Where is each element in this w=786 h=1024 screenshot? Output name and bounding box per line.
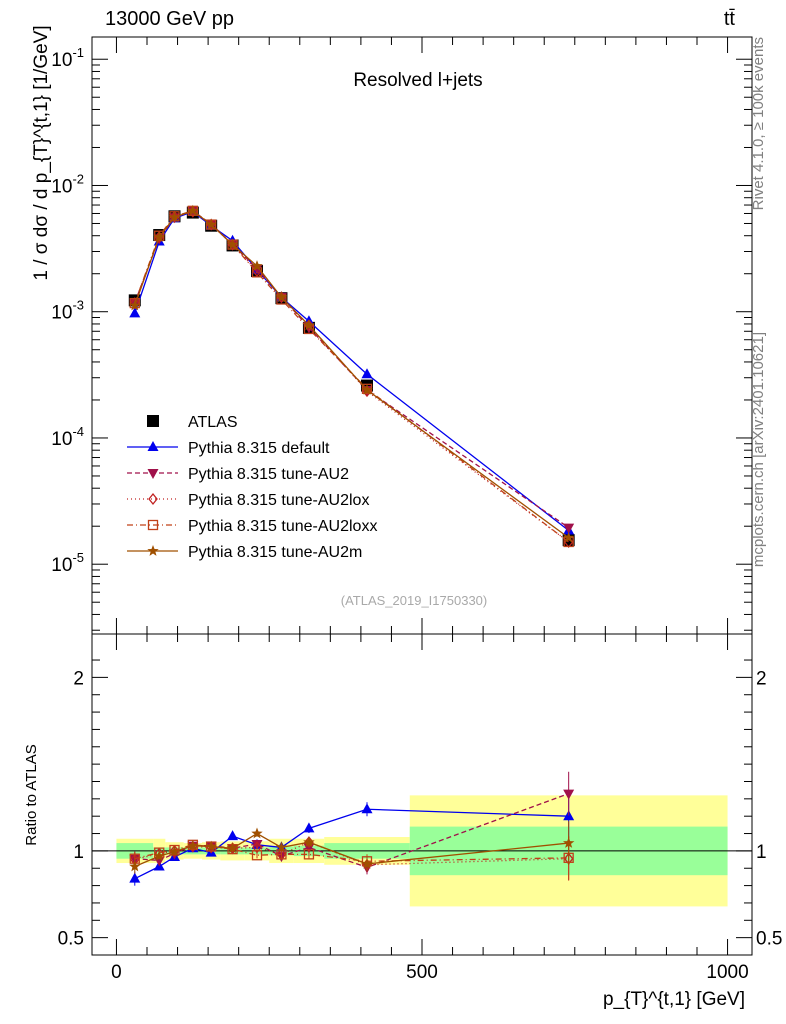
main-series <box>128 204 575 549</box>
y-tick-label-ratio: 0.5 <box>58 929 84 950</box>
data-marker <box>205 840 217 852</box>
data-marker <box>303 319 315 331</box>
series-pythia-8-315-tune-au2m <box>129 204 575 543</box>
y-tick-label-main: 10-4 <box>51 424 84 450</box>
analysis-tag: (ATLAS_2019_I1750330) <box>341 593 487 608</box>
data-marker <box>187 204 199 216</box>
data-marker <box>361 803 373 814</box>
data-marker <box>129 299 141 311</box>
data-marker <box>303 836 315 848</box>
data-marker <box>361 384 373 395</box>
data-marker <box>153 850 165 861</box>
ratio-series <box>129 771 575 886</box>
legend-item: Pythia 8.315 tune-AU2 <box>127 466 349 483</box>
data-marker <box>563 531 575 543</box>
data-marker <box>563 837 575 848</box>
header-process: tt̄ <box>724 8 736 30</box>
y-tick-label-main: 10-3 <box>51 298 84 324</box>
data-marker <box>303 822 315 833</box>
y-tick-label-ratio-right: 2 <box>756 668 767 689</box>
series-pythia-8-315-default <box>129 205 575 535</box>
data-marker <box>563 789 575 800</box>
legend-item: ATLAS <box>147 414 238 431</box>
y-tick-label-ratio: 1 <box>73 842 84 863</box>
legend-label: Pythia 8.315 tune-AU2lox <box>188 492 369 509</box>
legend-label: Pythia 8.315 tune-AU2loxx <box>188 518 377 535</box>
data-marker <box>251 260 263 271</box>
data-marker <box>187 839 199 851</box>
data-marker <box>226 842 239 854</box>
y-tick-label-main: 10-5 <box>51 550 84 576</box>
ratio-line <box>134 793 569 869</box>
legend-item: Pythia 8.315 tune-AU2m <box>127 544 362 561</box>
x-tick-label: 0 <box>111 962 122 983</box>
data-marker <box>129 307 141 318</box>
legend-item: Pythia 8.315 tune-AU2loxx <box>127 518 377 535</box>
data-marker <box>226 238 239 250</box>
data-marker <box>147 441 159 451</box>
series-pythia-8-315-tune-au2 <box>129 206 575 534</box>
data-marker <box>303 849 315 860</box>
header-energy: 13000 GeV pp <box>105 8 234 30</box>
data-marker <box>563 523 575 534</box>
data-marker <box>275 841 288 853</box>
data-marker <box>251 850 263 861</box>
data-marker <box>205 218 217 230</box>
data-marker <box>361 368 373 379</box>
data-marker <box>147 519 159 531</box>
data-marker <box>147 545 159 556</box>
data-marker <box>275 291 288 303</box>
y-tick-label-ratio: 2 <box>73 668 84 689</box>
data-marker <box>251 264 263 275</box>
chart-title: Resolved l+jets <box>353 70 482 91</box>
data-marker <box>227 830 239 841</box>
rivet-label: Rivet 4.1.0, ≥ 100k events <box>750 37 767 210</box>
legend: ATLAS Pythia 8.315 default Pythia 8.315 tu… <box>127 414 377 561</box>
data-marker <box>168 845 181 857</box>
y-tick-label-ratio-right: 1 <box>756 842 767 863</box>
y-axis-label-main: 1 / σ dσ / d p_{T}^{t,1} [1/GeV] <box>31 25 52 280</box>
legend-label: Pythia 8.315 default <box>188 440 330 457</box>
y-tick-label-main: 10-1 <box>51 45 84 71</box>
data-marker <box>147 469 159 479</box>
ratio-pythia-8-315-tune-au2m <box>129 821 575 874</box>
legend-label: Pythia 8.315 tune-AU2m <box>188 544 362 561</box>
x-axis-label: p_{T}^{t,1} [GeV] <box>603 989 745 1010</box>
mcplots-label: mcplots.cern.ch [arXiv:2401.10621] <box>750 332 767 567</box>
y-axis-label-ratio: Ratio to ATLAS <box>23 744 40 845</box>
data-marker <box>129 860 141 872</box>
data-marker <box>251 827 263 839</box>
series-line <box>134 210 570 539</box>
data-marker <box>153 231 165 242</box>
x-tick-label: 500 <box>406 962 438 983</box>
data-marker <box>361 857 373 869</box>
x-tick-label: 1000 <box>706 962 748 983</box>
data-marker <box>168 211 181 223</box>
legend-label: ATLAS <box>188 414 238 431</box>
data-marker <box>147 415 159 427</box>
ratio-frame <box>91 633 753 956</box>
legend-item: Pythia 8.315 default <box>127 440 330 457</box>
y-tick-label-ratio-right: 0.5 <box>756 929 782 950</box>
data-marker <box>148 492 158 506</box>
legend-item: Pythia 8.315 tune-AU2lox <box>127 492 369 509</box>
data-marker <box>129 872 141 883</box>
legend-label: Pythia 8.315 tune-AU2 <box>188 466 349 483</box>
data-marker <box>169 210 180 223</box>
y-tick-label-main: 10-2 <box>51 171 84 197</box>
